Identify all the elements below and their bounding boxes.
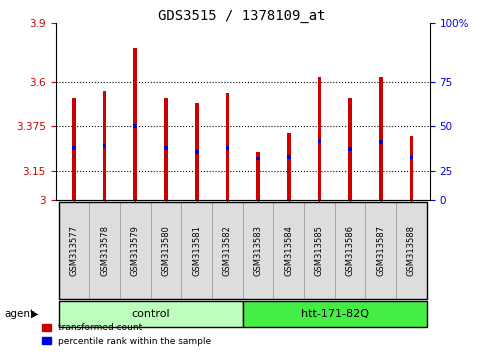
Bar [348,98,352,200]
Bar [256,157,260,160]
Text: GSM313582: GSM313582 [223,225,232,276]
Bar [226,93,229,200]
Bar [379,140,383,144]
Text: GSM313588: GSM313588 [407,225,416,276]
Text: GSM313584: GSM313584 [284,225,293,276]
Text: GSM313580: GSM313580 [161,225,170,276]
Bar [72,98,76,200]
Bar [287,155,291,159]
Text: control: control [131,309,170,319]
Text: GSM313585: GSM313585 [315,225,324,276]
Bar [318,77,321,200]
Text: GSM313579: GSM313579 [131,225,140,276]
Bar [256,152,260,200]
Bar [133,125,137,128]
Text: GSM313581: GSM313581 [192,225,201,276]
Bar [379,77,383,200]
Text: htt-171-82Q: htt-171-82Q [301,309,369,319]
Text: GDS3515 / 1378109_at: GDS3515 / 1378109_at [158,9,325,23]
Bar [103,91,106,200]
Text: agent: agent [5,309,35,319]
Text: GSM313586: GSM313586 [346,225,355,276]
Bar [287,133,291,200]
Bar [133,47,137,200]
Bar [348,147,352,151]
Bar [195,103,199,200]
Bar [318,139,321,143]
Bar [195,150,199,154]
Text: GSM313577: GSM313577 [70,225,78,276]
Bar [164,146,168,150]
Text: GSM313583: GSM313583 [254,225,263,276]
Bar [103,144,106,148]
Text: GSM313587: GSM313587 [376,225,385,276]
Bar [164,98,168,200]
Legend: transformed count, percentile rank within the sample: transformed count, percentile rank withi… [38,320,215,349]
Bar [410,136,413,200]
Text: GSM313578: GSM313578 [100,225,109,276]
Text: ▶: ▶ [31,309,39,319]
Bar [72,146,76,150]
Bar [226,146,229,150]
Bar [410,156,413,160]
